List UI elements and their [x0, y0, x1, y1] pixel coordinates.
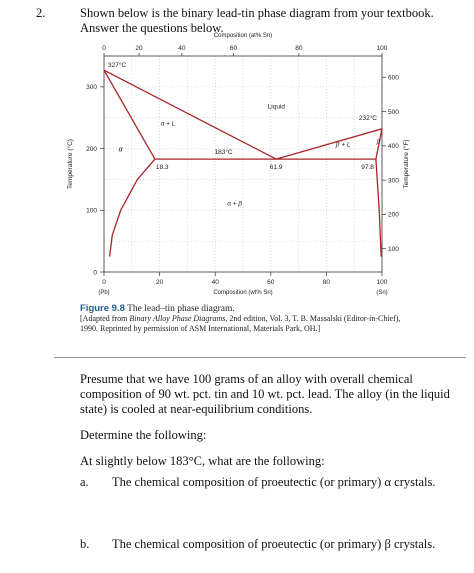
divider — [54, 357, 466, 358]
y-axis-title: Temperature (°C) — [66, 139, 74, 189]
item-a-letter: a. — [80, 475, 89, 489]
x-tick-label: 80 — [323, 279, 331, 286]
right-tick-label: 300 — [388, 177, 399, 184]
right-tick-label: 600 — [388, 75, 399, 82]
boundary-line-1 — [275, 128, 383, 160]
y-tick-label: 100 — [86, 208, 97, 215]
boundary-line-0 — [103, 69, 277, 160]
source-prefix: [Adapted from — [80, 314, 130, 323]
eutectic-temperature-label: 183°C — [214, 148, 232, 156]
right-tick-label: 200 — [388, 212, 399, 219]
question-prompt: Shown below is the binary lead-tin phase… — [80, 6, 434, 35]
figure-title: The lead–tin phase diagram. — [127, 304, 235, 314]
boundary-line-2 — [103, 69, 156, 160]
alpha-region-label: α — [119, 147, 124, 154]
alpha-plus-liquid-label: α + L — [161, 121, 176, 128]
item-a-text: The chemical composition of proeutectic … — [112, 475, 436, 489]
sn-end-label: (Sn) — [376, 290, 387, 296]
pb-melting-label: 327°C — [108, 61, 126, 69]
phase-diagram: 0 20 40 60 80 100 (Pb) (Sn) Composition (wt% Sn)… — [66, 33, 410, 296]
determine-line: Determine the following: — [80, 428, 207, 442]
liquid-region-label: Liquid — [268, 103, 286, 110]
sn-melting-label: 232°C — [359, 114, 377, 122]
item-b-letter: b. — [80, 537, 90, 551]
right-axis-title: Temperature (°F) — [402, 139, 410, 188]
figure-source: [Adapted from Binary Alloy Phase Diagram… — [80, 314, 464, 324]
alpha-limit-label: 18.3 — [156, 164, 169, 171]
boundary-line-3 — [108, 158, 156, 257]
axes: 0 20 40 60 80 100 (Pb) (Sn) Composition (wt% Sn)… — [66, 33, 410, 296]
right-tick-label: 500 — [388, 109, 399, 116]
top-axis-title: Composition (at% Sn) — [214, 33, 272, 39]
y-tick-label: 0 — [93, 269, 97, 276]
figure-number: Figure 9.8 — [80, 303, 125, 314]
y-tick-label: 200 — [86, 146, 97, 153]
chart-labels: 327°C 232°C 183°C 18.3 61.9 97.8 Liquid α + L β … — [108, 61, 381, 207]
beta-region-label: β — [376, 140, 381, 146]
x-tick-label: 0 — [102, 279, 106, 286]
x-tick-label: 60 — [267, 279, 275, 286]
top-tick-label: 60 — [230, 45, 238, 52]
figure-caption: Figure 9.8 The lead–tin phase diagram. [… — [80, 304, 464, 334]
eutectic-composition-label: 61.9 — [270, 164, 283, 171]
question-number: 2. — [36, 6, 46, 20]
right-tick-label: 100 — [388, 246, 399, 253]
x-tick-label: 100 — [377, 279, 388, 286]
pb-end-label: (Pb) — [98, 290, 109, 296]
source-suffix: , 2nd edition, Vol. 3, T. B. Massalski (… — [225, 314, 401, 323]
condition-line: At slightly below 183°C, what are the fo… — [80, 454, 325, 468]
top-tick-label: 40 — [178, 45, 186, 52]
top-tick-label: 0 — [102, 45, 106, 52]
alpha-plus-beta-label: α + β — [227, 200, 242, 207]
x-axis-title: Composition (wt% Sn) — [213, 290, 272, 296]
boundary-line-5 — [375, 159, 382, 257]
top-tick-label: 100 — [377, 45, 388, 52]
beta-limit-label: 97.8 — [361, 164, 374, 171]
y-tick-label: 300 — [86, 84, 97, 91]
figure-source-line2: 1990. Reprinted by permission of ASM Int… — [80, 324, 321, 333]
source-book: Binary Alloy Phase Diagrams — [129, 314, 226, 323]
right-tick-label: 400 — [388, 143, 399, 150]
x-tick-label: 40 — [212, 279, 220, 286]
top-tick-label: 20 — [135, 45, 143, 52]
x-tick-label: 20 — [156, 279, 164, 286]
plot-frame — [103, 55, 383, 273]
top-tick-label: 80 — [295, 45, 303, 52]
beta-plus-liquid-label: β + L — [335, 142, 351, 149]
phase-boundaries — [103, 69, 383, 257]
boundary-line-4 — [375, 128, 383, 160]
grid — [104, 56, 382, 272]
item-b-text: The chemical composition of proeutectic … — [112, 537, 436, 551]
problem-statement: Presume that we have 100 grams of an all… — [80, 372, 450, 416]
